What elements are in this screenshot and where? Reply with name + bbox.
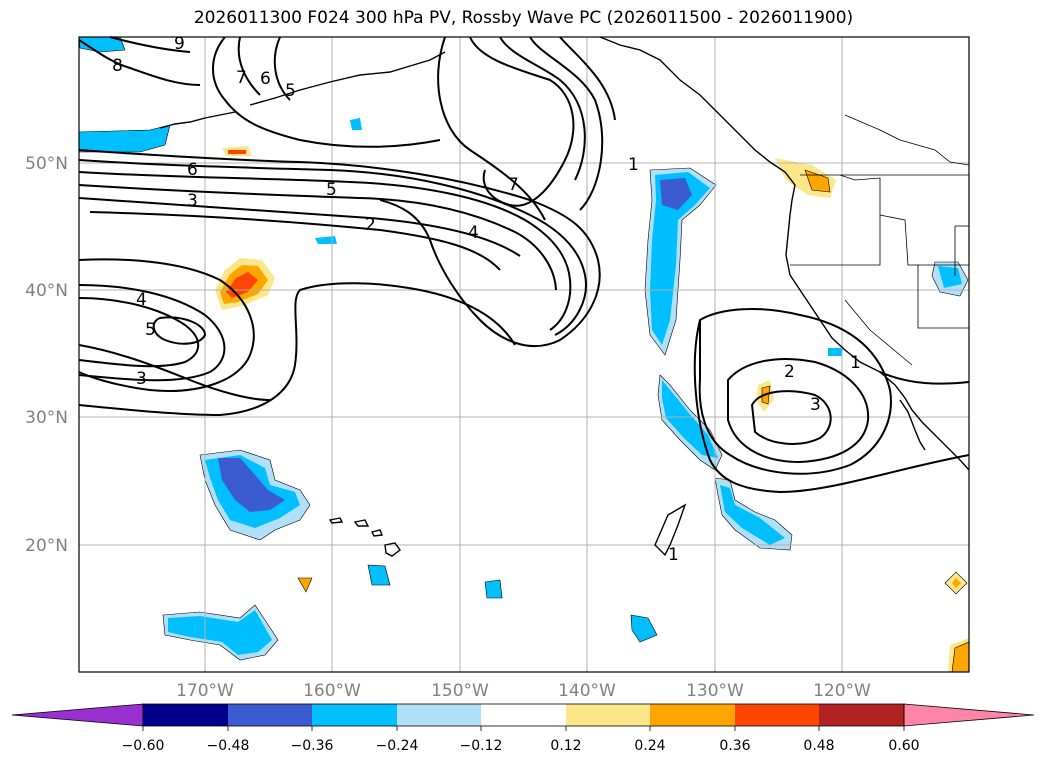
graticule xyxy=(79,37,969,672)
colorbar-bin xyxy=(228,704,312,726)
contour-label: 6 xyxy=(187,160,198,180)
colorbar-bin xyxy=(819,704,904,726)
contour-label: 1 xyxy=(628,155,639,175)
contour-label: 5 xyxy=(326,180,337,200)
colorbar-tick-label: −0.36 xyxy=(291,738,334,754)
contour-label: 2 xyxy=(784,362,795,382)
contour-label: 3 xyxy=(187,191,198,211)
colorbar-bin xyxy=(735,704,819,726)
colorbar-over-arrow xyxy=(903,703,1035,727)
colorbar-bin xyxy=(397,704,481,726)
lon-label-130w: 130°W xyxy=(686,681,744,701)
map-frame xyxy=(78,36,970,673)
lon-label-170w: 170°W xyxy=(176,681,234,701)
contour-label: 6 xyxy=(260,69,271,89)
contour-label: 1 xyxy=(850,353,861,373)
colorbar-tick-label: −0.12 xyxy=(460,738,503,754)
coastlines xyxy=(159,36,970,557)
colorbar-tick-label: −0.48 xyxy=(207,738,250,754)
contour-label: 3 xyxy=(136,369,147,389)
contour-label: 5 xyxy=(285,81,296,101)
colorbar: −0.60 −0.48 −0.36 −0.24 −0.12 0.12 0.24 … xyxy=(11,703,1035,754)
contour-label: 8 xyxy=(112,56,123,76)
contour-label: 4 xyxy=(136,290,147,310)
latitude-labels: 50°N 40°N 30°N 20°N xyxy=(25,154,68,556)
lon-label-160w: 160°W xyxy=(303,681,361,701)
negative-anomaly-shading xyxy=(78,36,969,661)
colorbar-under-arrow xyxy=(11,703,144,727)
map-panel: 9 8 7 6 5 6 5 3 2 4 7 1 4 5 3 2 3 1 1 xyxy=(78,34,970,673)
map-title: 2026011300 F024 300 hPa PV, Rossby Wave … xyxy=(193,8,854,28)
colorbar-bin xyxy=(312,704,397,726)
contour-label: 3 xyxy=(810,395,821,415)
lon-label-140w: 140°W xyxy=(558,681,616,701)
contour-label: 2 xyxy=(365,215,376,235)
longitude-labels: 170°W 160°W 150°W 140°W 130°W 120°W xyxy=(176,681,871,701)
lon-label-120w: 120°W xyxy=(813,681,871,701)
positive-anomaly-shading xyxy=(215,146,970,673)
contour-label: 9 xyxy=(174,34,185,54)
contour-label: 7 xyxy=(236,68,247,88)
colorbar-tick-label: 0.60 xyxy=(888,738,919,754)
contour-label: 4 xyxy=(468,223,479,243)
political-borders xyxy=(790,114,970,366)
colorbar-tick-label: 0.48 xyxy=(803,738,834,754)
colorbar-bin xyxy=(566,704,650,726)
colorbar-bin xyxy=(650,704,735,726)
lon-label-150w: 150°W xyxy=(431,681,489,701)
colorbar-bin xyxy=(481,704,566,726)
colorbar-tick-label: −0.60 xyxy=(122,738,165,754)
lat-label-40n: 40°N xyxy=(25,281,68,301)
colorbar-tick-label: 0.12 xyxy=(550,738,581,754)
contour-labels: 9 8 7 6 5 6 5 3 2 4 7 1 4 5 3 2 3 1 1 xyxy=(112,34,861,565)
lat-label-30n: 30°N xyxy=(25,408,68,428)
colorbar-tick-label: 0.36 xyxy=(719,738,750,754)
contour-label: 1 xyxy=(668,545,679,565)
lat-label-50n: 50°N xyxy=(25,154,68,174)
contour-label: 7 xyxy=(508,175,519,195)
contour-label: 5 xyxy=(145,320,156,340)
colorbar-bin xyxy=(143,704,228,726)
colorbar-tick-label: 0.24 xyxy=(634,738,665,754)
lat-label-20n: 20°N xyxy=(25,536,68,556)
colorbar-tick-label: −0.24 xyxy=(376,738,419,754)
pv-contours xyxy=(78,36,970,494)
